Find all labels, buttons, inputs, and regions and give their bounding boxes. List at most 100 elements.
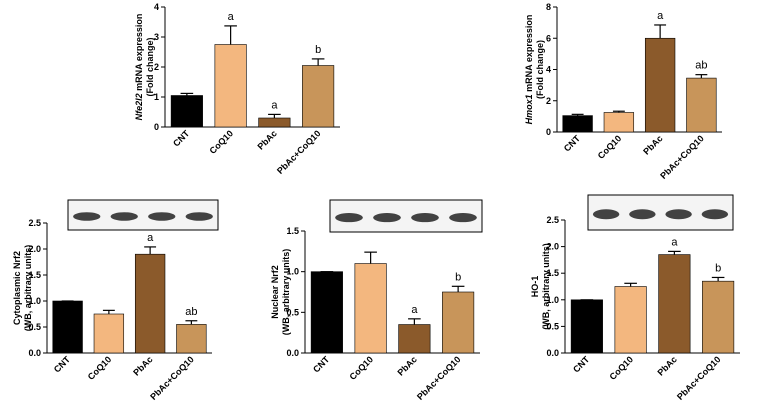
blot-band xyxy=(373,213,401,223)
blot-band xyxy=(592,209,620,220)
y-axis-label: Nuclear Nrf2 xyxy=(270,265,280,319)
bar xyxy=(176,324,207,354)
blot-band xyxy=(665,209,692,220)
bar xyxy=(603,112,635,133)
significance-letter: a xyxy=(657,10,664,22)
y-tick-label: 3 xyxy=(154,32,159,42)
y-axis-label-text: Cytoplasmic Nrf2 xyxy=(12,251,22,325)
x-tick-label: PbAc xyxy=(255,128,278,151)
y-tick-label: 1.0 xyxy=(546,295,559,305)
y-axis-label-text: mRNA expression xyxy=(134,14,144,91)
y-axis-label-sub: (Fold change) xyxy=(535,40,545,99)
x-tick-label: CoQ10 xyxy=(207,128,235,156)
x-tick-label: CNT xyxy=(171,128,192,149)
bar xyxy=(93,313,125,354)
y-axis-label-sub: (Fold change) xyxy=(145,38,155,97)
y-tick-label: 1.5 xyxy=(546,268,559,278)
blot-band xyxy=(701,209,729,220)
bar xyxy=(686,77,717,133)
y-tick-label: 0.0 xyxy=(546,348,559,358)
bar xyxy=(310,271,343,354)
significance-letter: a xyxy=(147,232,154,244)
y-tick-label: 0.0 xyxy=(286,348,299,358)
x-tick-label: CoQ10 xyxy=(347,354,375,382)
blot-band xyxy=(629,209,656,220)
significance-letter: ab xyxy=(185,306,197,318)
y-axis-label-sub: (WB, arbitrary units) xyxy=(281,249,291,336)
significance-letter: a xyxy=(271,99,278,111)
blot-band xyxy=(411,213,439,223)
y-axis-label-text: Nuclear Nrf2 xyxy=(270,265,280,319)
y-tick-label: 1.5 xyxy=(286,226,299,236)
y-tick-label: 4 xyxy=(546,65,551,75)
y-tick-label: 2.0 xyxy=(28,244,41,254)
y-axis-label-sub: (WB, arbitrary units) xyxy=(541,243,551,330)
y-tick-label: 1 xyxy=(154,92,159,102)
blot-band xyxy=(110,212,138,221)
bar xyxy=(570,299,603,354)
bar xyxy=(442,291,475,354)
bar xyxy=(354,263,387,354)
y-axis-label-gene: Hmox1 xyxy=(524,94,534,124)
y-tick-label: 8 xyxy=(546,2,551,12)
y-tick-label: 0.5 xyxy=(546,321,559,331)
significance-letter: b xyxy=(455,271,461,283)
blot-band xyxy=(148,212,176,221)
blot-band xyxy=(449,213,477,223)
x-tick-label: PbAc+CoQ10 xyxy=(658,133,706,181)
y-tick-label: 0.5 xyxy=(286,307,299,317)
significance-letter: a xyxy=(228,11,235,23)
bar xyxy=(134,253,166,354)
x-tick-label: CNT xyxy=(562,133,583,154)
y-tick-label: 0.5 xyxy=(28,322,41,332)
y-tick-label: 2.5 xyxy=(28,218,41,228)
y-tick-label: 0.0 xyxy=(28,348,41,358)
bar xyxy=(398,324,431,354)
panel: 0.0 0.5 1.0 1.5 Nuclear Nrf2 (WB, arbitrary u… xyxy=(270,199,483,402)
bar xyxy=(52,300,83,354)
blot-band xyxy=(185,212,213,221)
y-axis-label: Hmox1 mRNA expression xyxy=(524,15,534,125)
y-axis-label: HO-1 xyxy=(530,276,540,298)
x-tick-label: PbAc xyxy=(131,354,154,377)
y-tick-label: 1.0 xyxy=(28,296,41,306)
y-axis-label: Nfe2l2 mRNA expression xyxy=(134,14,144,121)
panel: 0 2 4 6 8 Hmox1 mRNA expression (Fold change) C… xyxy=(524,2,722,181)
blot-band xyxy=(335,213,363,223)
bar xyxy=(214,44,247,128)
y-tick-label: 1.5 xyxy=(28,270,41,280)
y-axis-label-gene: Nfe2l2 xyxy=(134,93,144,120)
x-tick-label: CNT xyxy=(52,354,73,375)
y-axis-label: Cytoplasmic Nrf2 xyxy=(12,251,22,325)
panel: 0.0 0.5 1.0 1.5 2.0 2.5 Cytoplasmic Nrf2 (WB, a… xyxy=(12,199,219,402)
bar xyxy=(658,254,691,354)
y-tick-label: 1.0 xyxy=(286,267,299,277)
bar xyxy=(258,117,291,128)
y-axis-label-text: HO-1 xyxy=(530,276,540,298)
y-axis-label-sub: (WB, arbitrary units) xyxy=(23,245,33,332)
x-tick-label: PbAc+CoQ10 xyxy=(275,128,323,176)
bar xyxy=(644,37,676,133)
x-tick-label: CoQ10 xyxy=(607,354,635,382)
x-tick-label: PbAc xyxy=(655,354,678,377)
x-tick-label: PbAc+CoQ10 xyxy=(675,354,723,402)
y-tick-label: 0 xyxy=(154,122,159,132)
x-tick-label: PbAc+CoQ10 xyxy=(148,354,196,402)
significance-letter: b xyxy=(715,262,721,274)
significance-letter: b xyxy=(315,44,321,56)
bar xyxy=(702,280,735,354)
y-tick-label: 2 xyxy=(546,96,551,106)
x-tick-label: PbAc+CoQ10 xyxy=(415,354,463,402)
panel: 0.0 0.5 1.0 1.5 2.0 2.5 HO-1 (WB, arbitrary uni… xyxy=(530,194,740,402)
significance-letter: ab xyxy=(695,60,707,72)
blot-band xyxy=(73,212,101,221)
y-tick-label: 2.5 xyxy=(546,215,559,225)
bar xyxy=(562,115,593,133)
y-tick-label: 2.0 xyxy=(546,242,559,252)
y-tick-label: 4 xyxy=(154,2,159,12)
y-tick-label: 0 xyxy=(546,127,551,137)
y-tick-label: 6 xyxy=(546,33,551,43)
x-tick-label: CNT xyxy=(311,354,332,375)
significance-letter: a xyxy=(671,236,678,248)
